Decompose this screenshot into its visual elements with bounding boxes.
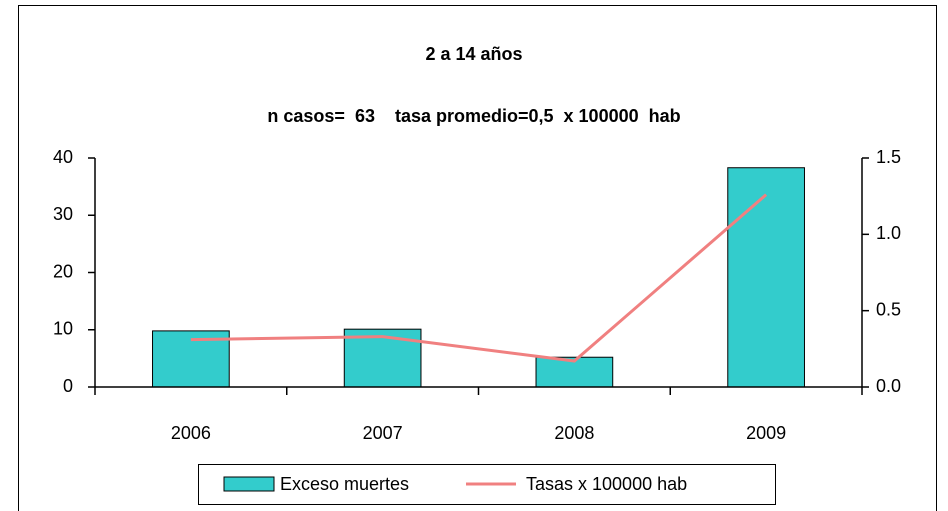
y2-tick-label: 0.0 (876, 376, 901, 396)
y2-tick-label: 1.5 (876, 147, 901, 167)
y-tick-label: 30 (53, 204, 73, 224)
y-tick-label: 40 (53, 147, 73, 167)
chart-frame (18, 5, 937, 511)
chart-subtitle: n casos= 63 tasa promedio=0,5 x 100000 h… (267, 106, 680, 126)
y2-tick-label: 0.5 (876, 299, 901, 319)
y2-tick-label: 1.0 (876, 223, 901, 243)
line (190, 193, 768, 363)
x-tick-label: 2007 (363, 423, 403, 443)
bar (727, 167, 805, 388)
legend-swatch (223, 476, 275, 492)
legend-label: Exceso muertes (280, 474, 409, 494)
x-tick-label: 2008 (554, 423, 594, 443)
y-tick-label: 0 (63, 376, 73, 396)
x-tick-label: 2009 (746, 423, 786, 443)
y-tick-label: 20 (53, 261, 73, 281)
chart-title: 2 a 14 años (425, 44, 522, 64)
y-tick-label: 10 (53, 319, 73, 339)
legend-label: Tasas x 100000 hab (526, 474, 687, 494)
x-tick-label: 2006 (171, 423, 211, 443)
